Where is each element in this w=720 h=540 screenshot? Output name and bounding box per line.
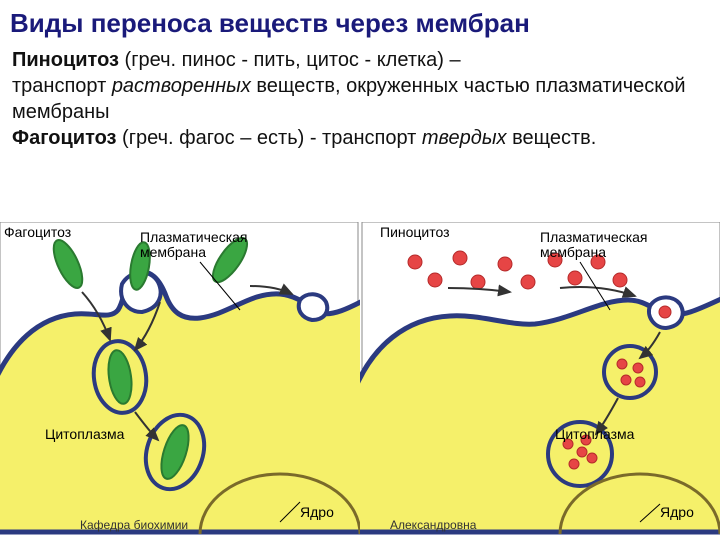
phago-italic: твердых: [422, 127, 507, 149]
label-cytoplasm-right: Цитоплазма: [555, 426, 634, 442]
pinocytosis-panel: [360, 222, 720, 540]
phago-etym: (греч. фагос – есть) - транспорт: [117, 127, 422, 149]
slide: Виды переноса веществ через мембран Пино…: [0, 0, 720, 540]
label-nucleus-right: Ядро: [660, 504, 694, 520]
footer-right: Александровна: [390, 518, 476, 532]
pino-def1: транспорт: [12, 75, 112, 97]
pino-term: Пиноцитоз: [12, 49, 119, 71]
diagram-area: Фагоцитоз Плазматическаямембрана Цитопла…: [0, 222, 720, 540]
label-phagocytosis: Фагоцитоз: [4, 224, 71, 240]
label-pinocytosis: Пиноцитоз: [380, 224, 450, 240]
phago-term: Фагоцитоз: [12, 127, 117, 149]
phago-def2: веществ.: [507, 127, 597, 149]
phagocytosis-panel: [0, 222, 360, 540]
label-cytoplasm-left: Цитоплазма: [45, 426, 124, 442]
pino-italic: растворенных: [112, 75, 251, 97]
label-plasma-membrane-left: Плазматическаямембрана: [140, 230, 248, 261]
phago-pocket-right: [299, 294, 327, 320]
footer-left: Кафедра биохимии: [80, 518, 188, 532]
pino-etym: (греч. пинос - пить, цитос - клетка) –: [119, 49, 461, 71]
label-nucleus-left: Ядро: [300, 504, 334, 520]
label-plasma-membrane-right: Плазматическаямембрана: [540, 230, 648, 261]
slide-title: Виды переноса веществ через мембран: [0, 0, 720, 43]
slide-description: Пиноцитоз (греч. пинос - пить, цитос - к…: [0, 43, 720, 157]
